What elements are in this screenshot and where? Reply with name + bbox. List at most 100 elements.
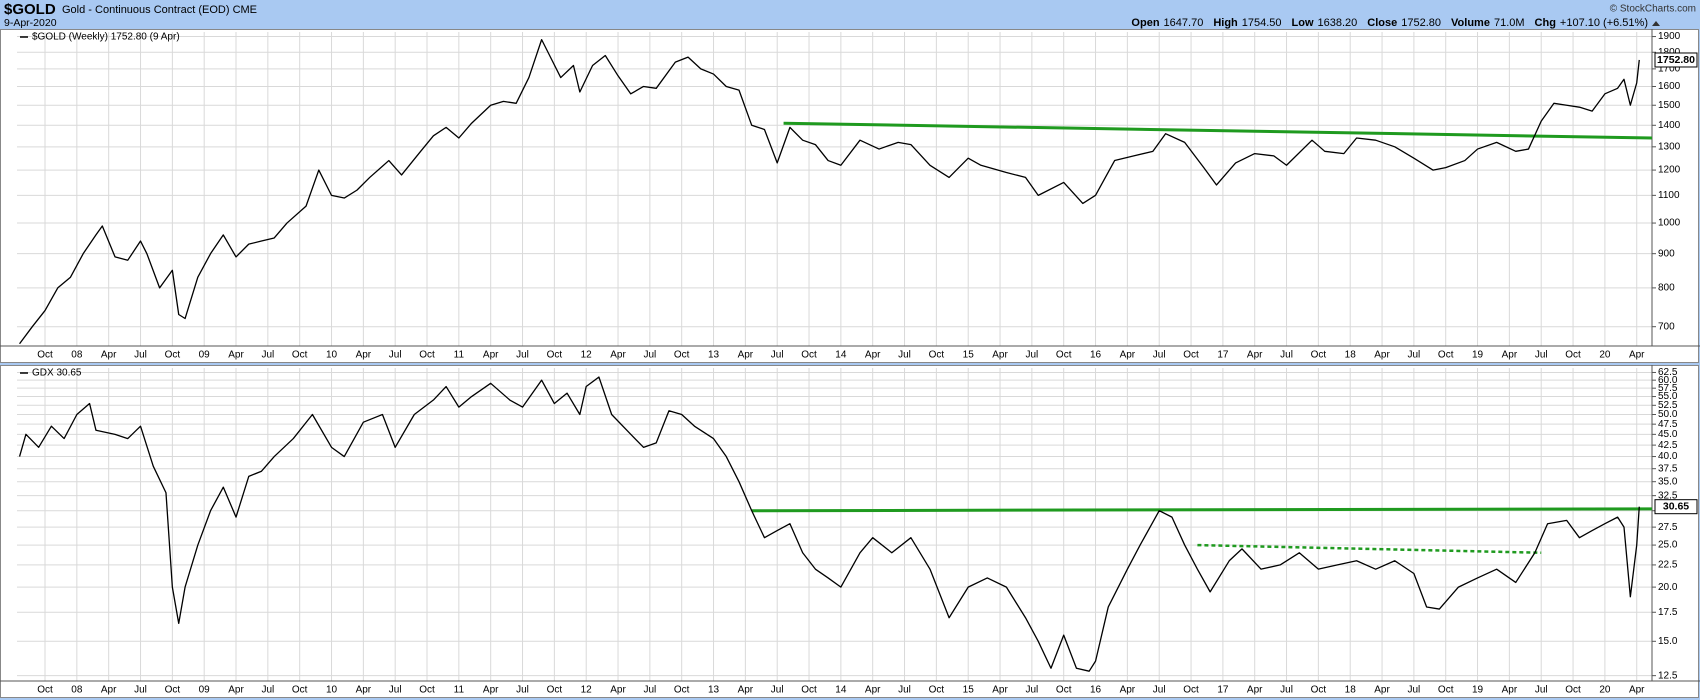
x-tick-label: 10 (326, 350, 338, 361)
x-tick-label: 18 (1345, 685, 1357, 696)
x-tick-label: 08 (71, 350, 83, 361)
x-tick-label: Apr (1629, 350, 1645, 361)
x-tick-label: 15 (963, 350, 975, 361)
y-tick-label: 25.0 (1658, 540, 1678, 551)
x-tick-label: Apr (738, 685, 754, 696)
y-tick-label: 15.0 (1658, 636, 1678, 647)
x-tick-label: 16 (1090, 350, 1102, 361)
x-tick-label: Oct (37, 350, 53, 361)
x-tick-label: 15 (963, 685, 975, 696)
x-tick-label: Oct (1183, 685, 1199, 696)
x-tick-label: 14 (835, 350, 847, 361)
x-tick-label: 20 (1599, 685, 1611, 696)
x-tick-label: Oct (419, 685, 435, 696)
x-tick-label: Jul (1280, 350, 1293, 361)
quote-value: 1647.70 (1164, 17, 1204, 29)
y-tick-label: 42.5 (1658, 440, 1678, 451)
panel (0, 29, 1699, 363)
credit: © StockCharts.com (1610, 4, 1696, 15)
x-tick-label: Oct (165, 685, 181, 696)
x-tick-label: Apr (1502, 350, 1518, 361)
x-tick-label: 11 (454, 350, 465, 361)
y-tick-label: 47.5 (1658, 419, 1678, 430)
last-value-label: 30.65 (1663, 500, 1689, 512)
x-tick-label: 08 (71, 685, 83, 696)
trendline (1197, 543, 1542, 555)
panel (0, 365, 1699, 698)
x-tick-label: Apr (865, 350, 881, 361)
x-tick-label: Oct (165, 350, 181, 361)
x-tick-label: Jul (389, 350, 402, 361)
x-tick-label: Apr (1120, 350, 1136, 361)
x-tick-label: Jul (898, 350, 911, 361)
trendline (751, 507, 1653, 513)
x-tick-label: Oct (1438, 685, 1454, 696)
last-value-label: 1752.80 (1657, 54, 1695, 66)
x-tick-label: Jul (516, 350, 529, 361)
x-tick-label: Apr (1120, 685, 1136, 696)
y-tick-label: 1400 (1658, 120, 1681, 131)
quote: Open 1647.70 High 1754.50 Low 1638.20 Close 175… (1131, 17, 1648, 29)
x-tick-label: Oct (547, 685, 563, 696)
x-tick-label: Jul (1407, 350, 1420, 361)
quote-value: 1752.80 (1401, 17, 1441, 29)
last-value-box (1654, 52, 1698, 68)
quote-label: Open (1131, 17, 1159, 29)
date: 9-Apr-2020 (4, 17, 57, 29)
x-tick-label: Jul (1407, 685, 1420, 696)
x-tick-label: Apr (1629, 685, 1645, 696)
y-tick-label: 17.5 (1658, 607, 1678, 618)
x-tick-label: Jul (1280, 685, 1293, 696)
x-tick-label: Oct (1311, 685, 1327, 696)
x-tick-label: 16 (1090, 685, 1102, 696)
y-tick-label: 1000 (1658, 218, 1681, 229)
x-tick-label: Jul (261, 350, 274, 361)
x-tick-label: Apr (356, 685, 372, 696)
y-tick-label: 1100 (1658, 190, 1680, 201)
quote-value: +107.10 (+6.51%) (1560, 17, 1648, 29)
x-tick-label: 14 (835, 685, 847, 696)
x-tick-label: Jul (134, 350, 147, 361)
y-tick-label: 1800 (1658, 47, 1681, 58)
y-tick-label: 32.5 (1658, 490, 1678, 501)
x-tick-label: Apr (992, 350, 1008, 361)
y-tick-label: 27.5 (1658, 522, 1678, 533)
x-tick-label: Oct (801, 685, 817, 696)
last-value-box (1654, 499, 1698, 515)
x-tick-label: 19 (1472, 685, 1484, 696)
legend-label: GDX 30.65 (32, 368, 82, 379)
x-tick-label: Jul (516, 685, 529, 696)
y-tick-label: 52.5 (1658, 400, 1678, 411)
price-line (18, 376, 1640, 672)
x-tick-label: 19 (1472, 350, 1484, 361)
x-tick-label: Apr (483, 685, 499, 696)
y-tick-label: 40.0 (1658, 451, 1678, 462)
x-tick-label: Apr (228, 350, 244, 361)
quote-value: 71.0M (1494, 17, 1525, 29)
x-tick-label: Jul (898, 685, 911, 696)
quote-value: 1754.50 (1242, 17, 1282, 29)
x-tick-label: 09 (199, 350, 211, 361)
x-tick-label: 17 (1217, 350, 1229, 361)
x-tick-label: Apr (101, 685, 117, 696)
x-tick-label: Oct (292, 685, 308, 696)
quote-label: High (1213, 17, 1238, 29)
x-tick-label: Oct (1183, 350, 1199, 361)
y-tick-label: 1600 (1658, 81, 1681, 92)
x-tick-label: Apr (1374, 685, 1390, 696)
x-tick-label: Jul (1535, 350, 1548, 361)
y-tick-label: 1900 (1658, 31, 1681, 42)
x-tick-label: Oct (929, 685, 945, 696)
x-tick-label: Apr (1247, 350, 1263, 361)
x-tick-label: Apr (1502, 685, 1518, 696)
y-tick-label: 1700 (1658, 64, 1681, 75)
quote-label: Close (1367, 17, 1397, 29)
y-tick-label: 900 (1658, 248, 1675, 259)
x-tick-label: Oct (1311, 350, 1327, 361)
x-tick-label: 10 (326, 685, 338, 696)
x-tick-label: Jul (1535, 685, 1548, 696)
quote-label: Chg (1535, 17, 1556, 29)
x-tick-label: 12 (581, 685, 593, 696)
